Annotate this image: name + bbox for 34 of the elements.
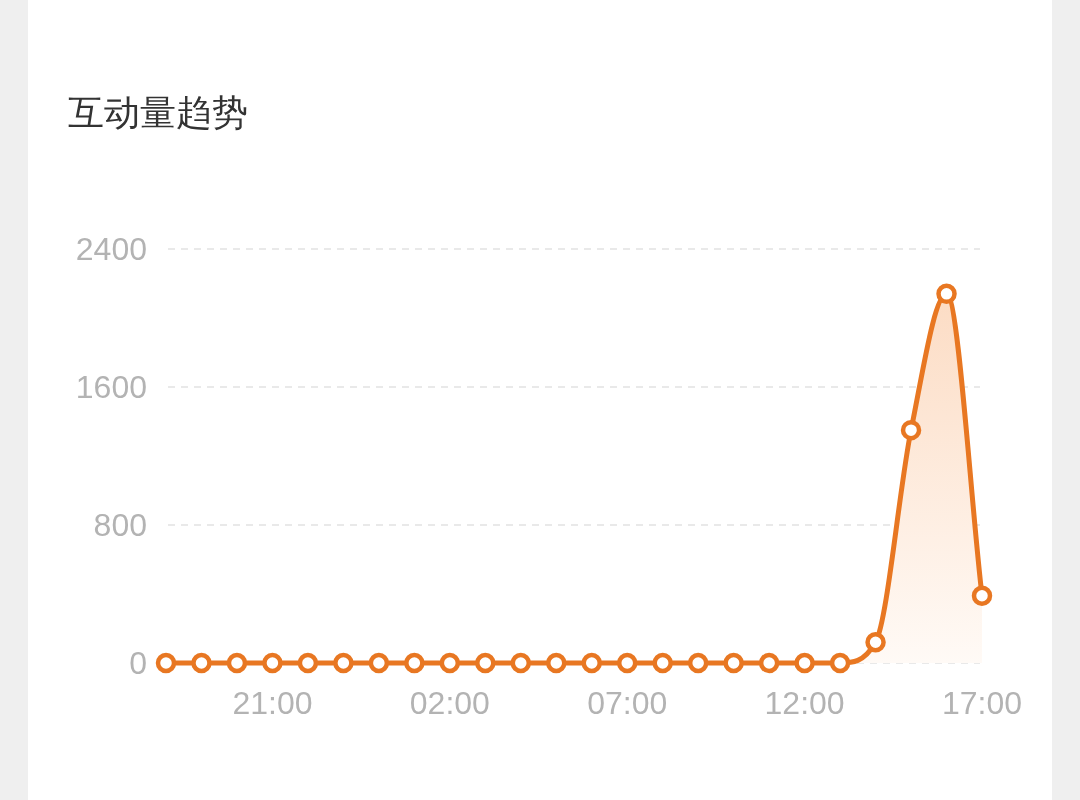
point	[439, 652, 461, 674]
point	[865, 632, 886, 653]
point	[475, 652, 496, 674]
point	[368, 652, 390, 674]
x-tick-label: 21:00	[232, 685, 313, 721]
point	[546, 652, 567, 674]
point	[971, 585, 993, 606]
point	[333, 652, 354, 674]
point	[758, 652, 780, 674]
x-tick-label: 17:00	[941, 685, 1023, 721]
point	[262, 652, 283, 674]
point	[829, 652, 851, 674]
point	[900, 419, 922, 441]
point	[155, 652, 177, 674]
point	[191, 652, 212, 674]
point	[936, 283, 957, 305]
point	[226, 652, 248, 674]
y-tick-label: 800	[93, 507, 147, 543]
x-tick-label: 07:00	[587, 685, 668, 721]
y-tick-label: 1600	[75, 369, 147, 405]
point	[510, 652, 532, 674]
y-tick-label: 0	[129, 645, 147, 681]
point	[404, 652, 425, 674]
x-tick-label: 02:00	[409, 685, 490, 721]
point	[652, 652, 673, 674]
chart-title: 互动量趋势	[68, 91, 248, 133]
point	[687, 652, 709, 674]
point	[297, 652, 319, 674]
point	[794, 652, 815, 674]
x-tick-label: 12:00	[764, 685, 845, 721]
point	[581, 652, 602, 674]
y-tick-label: 2400	[75, 231, 147, 267]
point	[723, 652, 744, 674]
point	[616, 652, 638, 674]
